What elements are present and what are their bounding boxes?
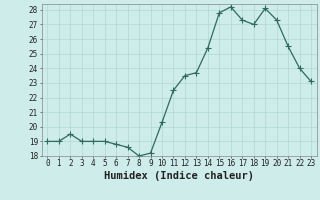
X-axis label: Humidex (Indice chaleur): Humidex (Indice chaleur) — [104, 171, 254, 181]
